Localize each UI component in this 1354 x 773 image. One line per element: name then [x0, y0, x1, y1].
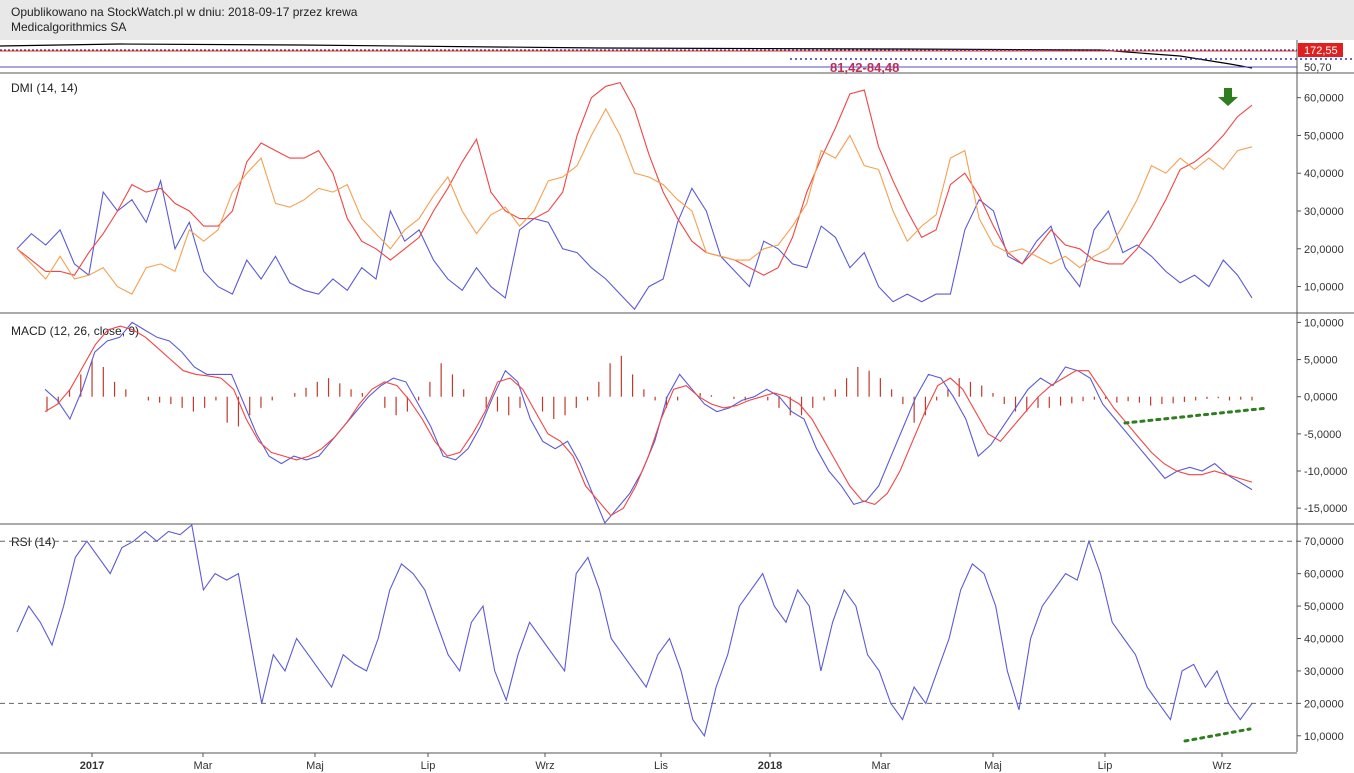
- x-tick-label: 2017: [80, 760, 104, 772]
- y-tick-label: 40,0000: [1304, 634, 1344, 646]
- x-tick-label: Lip: [1098, 760, 1113, 772]
- x-tick-label: Wrz: [535, 760, 554, 772]
- macd-divergence-trendline: [1123, 406, 1270, 425]
- panel-title-1: DMI (14, 14): [11, 81, 78, 95]
- price-label: 172,55: [1304, 45, 1338, 57]
- x-tick-label: Mar: [872, 760, 891, 772]
- y-tick-label: -5,0000: [1304, 429, 1341, 441]
- series-line-blue: [44, 321, 1253, 525]
- y-tick-label: 60,0000: [1304, 569, 1344, 581]
- y-tick-label: 0,0000: [1304, 392, 1338, 404]
- y-tick-label: 70,0000: [1304, 536, 1344, 548]
- panel-title-3: RSI (14): [11, 535, 56, 549]
- y-tick-label: 10,0000: [1304, 282, 1344, 294]
- published-info: Opublikowano na StockWatch.pl w dniu: 20…: [11, 5, 358, 19]
- x-tick-label: 2018: [758, 760, 782, 772]
- y-tick-label: 10,0000: [1304, 731, 1344, 743]
- y-tick-label: 30,0000: [1304, 666, 1344, 678]
- x-tick-label: Lis: [654, 760, 669, 772]
- series-line-orange: [16, 107, 1253, 295]
- y-tick-label: 40,0000: [1304, 168, 1344, 180]
- y-tick-label: 20,0000: [1304, 698, 1344, 710]
- price-strip-line: [0, 43, 1253, 69]
- arrow-shape: [1218, 88, 1238, 106]
- company-name: Medicalgorithmics SA: [11, 20, 127, 34]
- y-tick-label: 50,0000: [1304, 130, 1344, 142]
- series-line-blue: [16, 178, 1253, 311]
- rsi-divergence-trendline: [1183, 727, 1252, 743]
- x-tick-label: Wrz: [1212, 760, 1231, 772]
- series-line-red: [44, 325, 1253, 517]
- y-tick-label: -10,0000: [1304, 466, 1347, 478]
- low-price-label: 50,70: [1304, 62, 1332, 74]
- x-tick-label: Maj: [984, 760, 1002, 772]
- y-tick-label: 60,0000: [1304, 93, 1344, 105]
- y-tick-label: 10,0000: [1304, 317, 1344, 329]
- x-tick-label: Lip: [421, 760, 436, 772]
- y-tick-label: 30,0000: [1304, 206, 1344, 218]
- y-tick-label: -15,0000: [1304, 503, 1347, 515]
- x-tick-label: Mar: [194, 760, 213, 772]
- y-tick-label: 50,0000: [1304, 601, 1344, 613]
- series-line-red: [16, 81, 1253, 276]
- x-tick-label: Maj: [306, 760, 324, 772]
- y-tick-label: 5,0000: [1304, 355, 1338, 367]
- green-down-arrow-icon: [1218, 88, 1238, 106]
- y-tick-label: 20,0000: [1304, 244, 1344, 256]
- series-line-blue: [16, 523, 1253, 738]
- range-label: 81,42-84,48: [830, 60, 899, 75]
- header-bar: Opublikowano na StockWatch.pl w dniu: 20…: [0, 0, 1354, 40]
- panel-title-2: MACD (12, 26, close, 9): [11, 324, 139, 338]
- price-badge: [1298, 43, 1343, 57]
